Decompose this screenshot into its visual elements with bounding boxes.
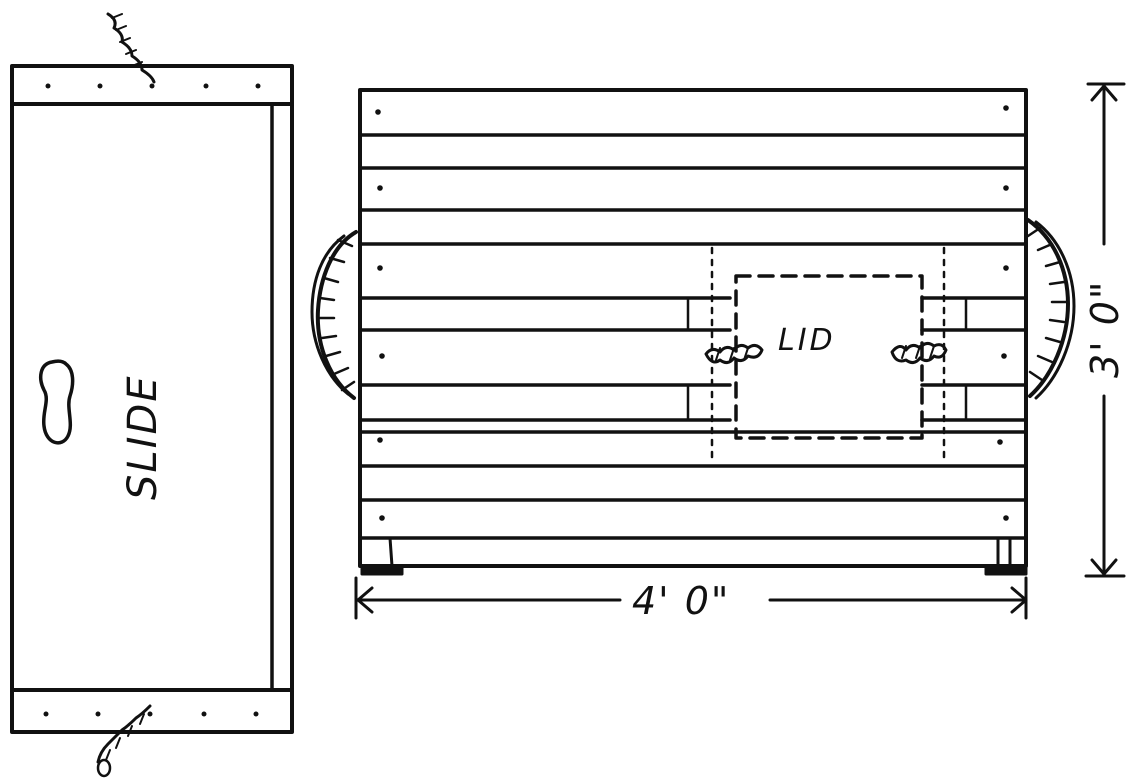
side-view-outline <box>10 64 294 734</box>
board-nails <box>375 105 1009 521</box>
bottom-batten-nails <box>43 711 259 717</box>
slide-label: SLIDE <box>120 374 166 500</box>
lid-outline <box>734 274 924 440</box>
right-partial-boards <box>920 296 1028 422</box>
board-lines <box>358 133 1028 540</box>
top-batten-nails <box>45 83 261 89</box>
top-rope <box>106 12 156 84</box>
lid-rope-right <box>890 341 948 365</box>
left-partial-boards <box>358 296 732 422</box>
height-dimension: 3' 0" <box>1083 82 1127 578</box>
right-rope-handle <box>1026 218 1076 400</box>
feet <box>360 536 1028 576</box>
left-rope-handle <box>310 230 358 400</box>
top-view: LID <box>310 88 1076 576</box>
top-view-outline <box>358 88 1028 568</box>
hand-hole <box>38 359 75 445</box>
lid-label: LID <box>778 323 836 358</box>
side-view: SLIDE <box>10 12 294 778</box>
bottom-rope <box>96 704 152 778</box>
height-dimension-label: 3' 0" <box>1083 280 1127 378</box>
width-dimension: 4' 0" <box>354 576 1028 623</box>
lid-rope-left <box>704 343 764 365</box>
width-dimension-label: 4' 0" <box>632 579 730 623</box>
